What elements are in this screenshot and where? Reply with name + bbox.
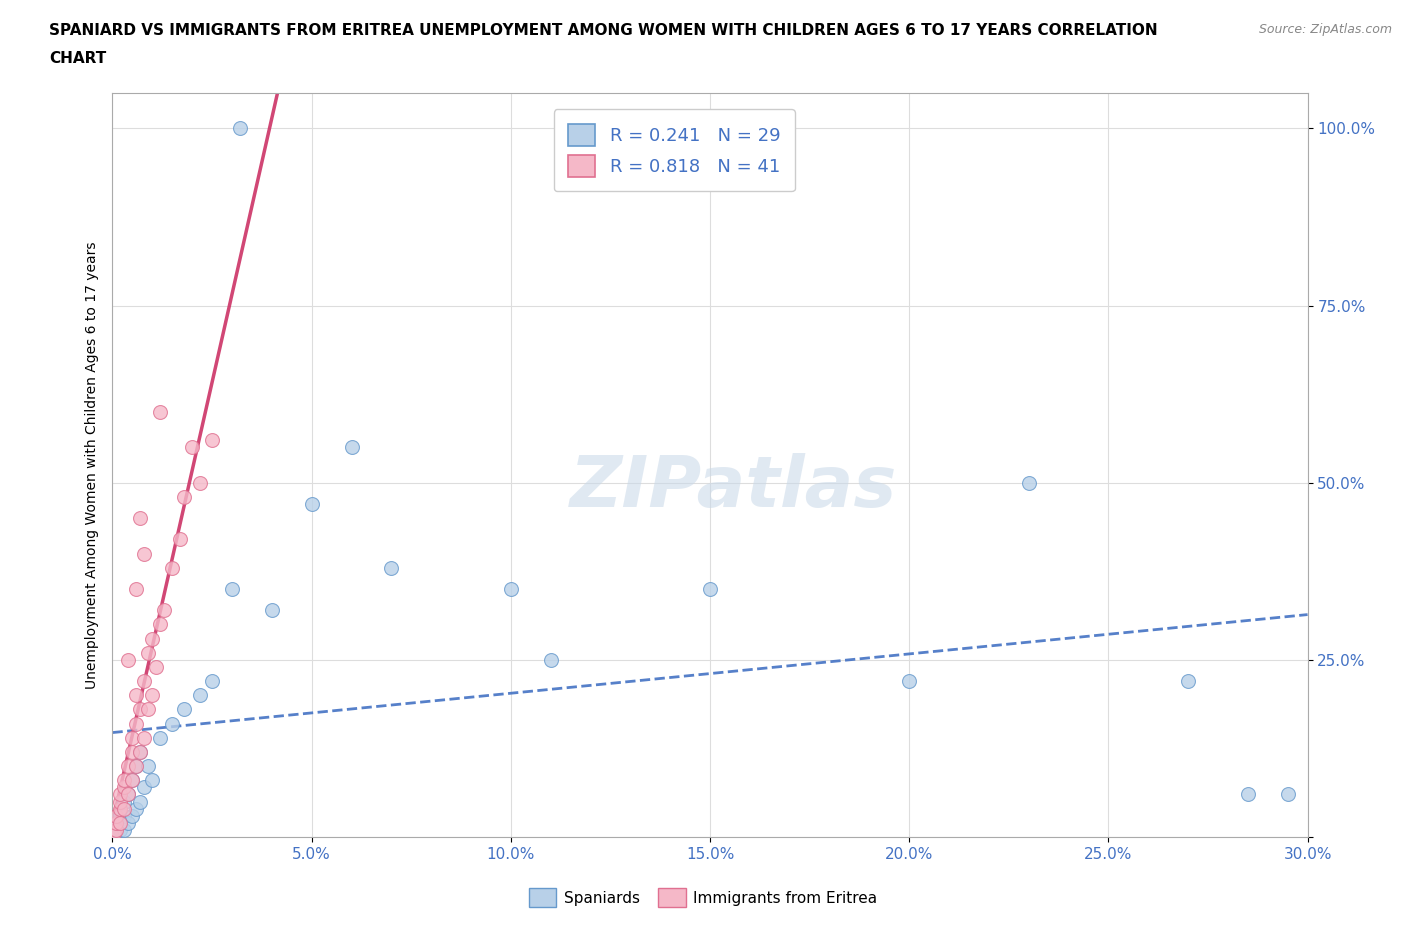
Point: [138, 645, 160, 660]
Point: [110, 802, 132, 817]
Y-axis label: Unemployment Among Women with Children Ages 6 to 17 years: Unemployment Among Women with Children A…: [84, 241, 98, 689]
Point: [699, 581, 721, 596]
Legend: Spaniards, Immigrants from Eritrea: Spaniards, Immigrants from Eritrea: [523, 883, 883, 913]
Point: [129, 702, 152, 717]
Point: [301, 497, 323, 512]
Point: [117, 816, 139, 830]
Point: [149, 405, 172, 419]
Point: [125, 688, 148, 703]
Point: [153, 603, 176, 618]
Point: [1177, 673, 1199, 688]
Point: [540, 653, 562, 668]
Point: [125, 802, 148, 817]
Point: [340, 440, 363, 455]
Point: [114, 802, 135, 817]
Point: [134, 673, 156, 688]
Point: [149, 617, 172, 631]
Point: [499, 581, 522, 596]
Point: [129, 745, 152, 760]
Point: [110, 808, 132, 823]
Point: [105, 808, 128, 823]
Point: [138, 759, 160, 774]
Point: [110, 787, 132, 802]
Point: [134, 730, 156, 745]
Text: Source: ZipAtlas.com: Source: ZipAtlas.com: [1258, 23, 1392, 36]
Point: [141, 631, 163, 646]
Point: [110, 822, 132, 837]
Point: [121, 730, 143, 745]
Point: [117, 787, 139, 802]
Point: [129, 745, 152, 760]
Point: [169, 532, 191, 547]
Point: [103, 826, 125, 841]
Point: [134, 546, 156, 561]
Point: [188, 475, 211, 490]
Point: [138, 702, 160, 717]
Point: [110, 816, 132, 830]
Point: [114, 822, 135, 837]
Point: [125, 581, 148, 596]
Point: [149, 730, 172, 745]
Point: [117, 787, 139, 802]
Point: [898, 673, 921, 688]
Point: [121, 745, 143, 760]
Point: [105, 822, 128, 837]
Point: [110, 816, 132, 830]
Point: [162, 716, 183, 731]
Point: [105, 816, 128, 830]
Point: [1277, 787, 1299, 802]
Point: [110, 794, 132, 809]
Point: [173, 489, 195, 504]
Point: [114, 773, 135, 788]
Point: [129, 794, 152, 809]
Point: [181, 440, 204, 455]
Point: [380, 560, 402, 575]
Point: [221, 581, 243, 596]
Point: [173, 702, 195, 717]
Text: CHART: CHART: [49, 51, 107, 66]
Point: [114, 794, 135, 809]
Point: [114, 808, 135, 823]
Point: [121, 808, 143, 823]
Point: [117, 653, 139, 668]
Point: [188, 688, 211, 703]
Point: [229, 121, 252, 136]
Point: [201, 432, 224, 447]
Text: ZIPatlas: ZIPatlas: [571, 453, 897, 522]
Point: [121, 773, 143, 788]
Point: [145, 659, 167, 674]
Point: [125, 716, 148, 731]
Text: SPANIARD VS IMMIGRANTS FROM ERITREA UNEMPLOYMENT AMONG WOMEN WITH CHILDREN AGES : SPANIARD VS IMMIGRANTS FROM ERITREA UNEM…: [49, 23, 1157, 38]
Point: [1237, 787, 1260, 802]
Point: [1018, 475, 1040, 490]
Point: [260, 603, 283, 618]
Point: [201, 673, 224, 688]
Point: [105, 822, 128, 837]
Point: [114, 780, 135, 795]
Point: [105, 816, 128, 830]
Point: [141, 688, 163, 703]
Point: [121, 773, 143, 788]
Point: [141, 773, 163, 788]
Point: [129, 511, 152, 525]
Point: [162, 560, 183, 575]
Point: [117, 759, 139, 774]
Point: [103, 826, 125, 841]
Point: [134, 780, 156, 795]
Point: [125, 759, 148, 774]
Point: [125, 759, 148, 774]
Legend: R = 0.241   N = 29, R = 0.818   N = 41: R = 0.241 N = 29, R = 0.818 N = 41: [554, 110, 794, 192]
